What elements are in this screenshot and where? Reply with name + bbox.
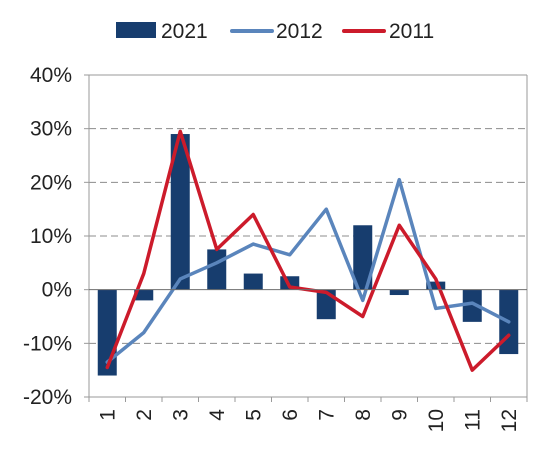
y-tick-label: 40% [30, 64, 72, 87]
bar [134, 289, 154, 301]
bar [207, 249, 227, 290]
x-tick-label: 10 [425, 409, 448, 432]
bar-series [97, 134, 519, 376]
bar [353, 225, 373, 290]
x-tick-labels: 1 2 3 4 5 6 7 8 9 10 11 12 [96, 409, 521, 433]
x-tick-label: 3 [169, 409, 192, 421]
legend-label-2011: 2011 [389, 20, 434, 43]
bar [462, 289, 482, 322]
y-tick-label: -20% [23, 386, 72, 409]
x-tick-label: 9 [388, 409, 411, 421]
x-tick-label: 6 [279, 409, 302, 421]
legend: 2021 2012 2011 [116, 20, 434, 43]
y-tick-label: 20% [30, 171, 72, 194]
axes [84, 74, 528, 402]
bar [170, 134, 190, 290]
x-tick-label: 4 [206, 409, 229, 421]
bar [243, 273, 263, 290]
series-line-2011 [105, 129, 511, 372]
bar [426, 281, 446, 290]
series-line-2012 [105, 177, 511, 364]
bar [389, 289, 409, 296]
x-tick-label: 5 [242, 409, 265, 421]
line-series [105, 129, 511, 372]
x-tick-label: 1 [96, 409, 119, 421]
legend-swatch-2021 [116, 22, 156, 38]
y-tick-label: 0% [42, 279, 72, 302]
x-tick-label: 11 [461, 409, 484, 431]
legend-label-2021: 2021 [161, 20, 208, 43]
y-tick-label: 30% [30, 118, 72, 141]
y-tick-labels: 40% 30% 20% 10% 0% -10% -20% [23, 64, 72, 409]
x-tick-label: 7 [315, 409, 338, 421]
x-tick-label: 12 [498, 409, 521, 432]
y-tick-label: -10% [23, 332, 72, 355]
x-tick-label: 2 [133, 409, 156, 421]
y-tick-label: 10% [30, 225, 72, 248]
legend-label-2012: 2012 [276, 20, 323, 43]
x-tick-label: 8 [352, 409, 375, 421]
